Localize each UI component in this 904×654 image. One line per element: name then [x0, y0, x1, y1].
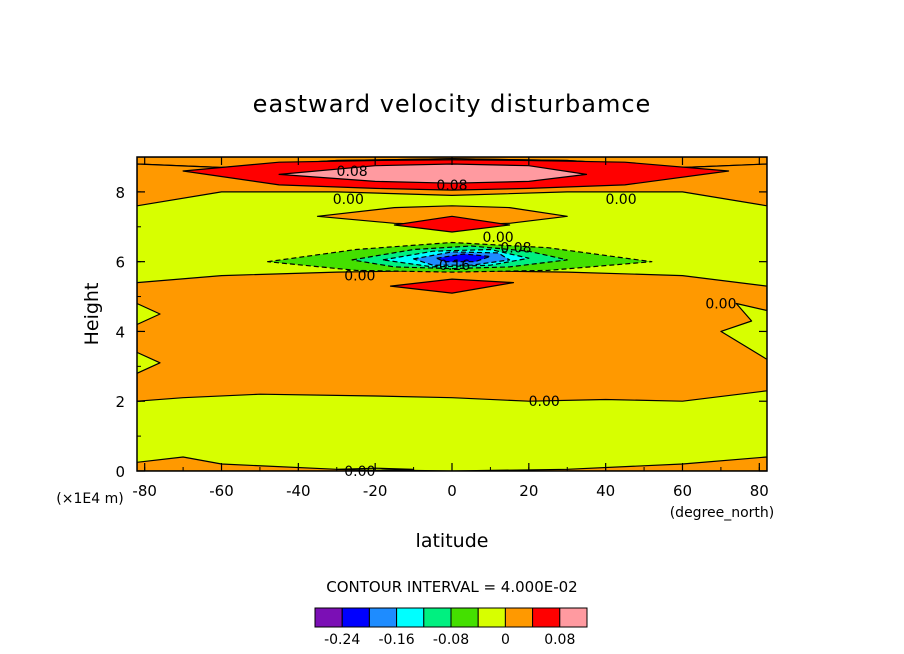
contour-region-7: [389, 278, 515, 294]
x-axis-label: latitude: [416, 530, 489, 552]
contour-region-12: [436, 253, 491, 263]
legend-swatch-2: [368, 607, 398, 628]
y-tick-label-4: 8: [115, 184, 125, 202]
chart-title: eastward velocity disturbamce: [253, 90, 652, 118]
legend-swatch-8: [532, 607, 561, 628]
legend-swatch-7: [504, 607, 534, 628]
y-axis-label: Height: [81, 283, 103, 346]
y-tick-label-2: 4: [115, 323, 125, 341]
contour-region-5: [393, 215, 511, 233]
x-axis: -80 -60 -40 -20 0 20 40 60 80: [132, 157, 769, 500]
y-axis: 0 2 4 6 8: [115, 156, 767, 481]
contour-labels: 0.080.080.00 0.000.00-0.08-0.160.000.000.…: [333, 164, 737, 480]
legend-swatch-4: [423, 607, 452, 628]
legend-swatch-0: [314, 607, 343, 628]
legend-swatch-3: [396, 607, 425, 628]
plot-area: 0.080.080.00 0.000.00-0.08-0.160.000.000.…: [136, 156, 768, 480]
y-unit-label: (×1E4 m): [56, 491, 123, 507]
contour-label-10: 0.00: [344, 464, 375, 480]
contour-label-8: 0.00: [705, 297, 736, 313]
contour-region-6: [137, 269, 767, 402]
color-legend: -0.24 -0.16 -0.08 0 0.08: [314, 607, 588, 648]
x-tick-label-4: 0: [447, 482, 457, 500]
legend-label-9: 0.08: [544, 632, 575, 648]
x-tick-label-3: -20: [363, 482, 388, 500]
y-tick-label-3: 6: [115, 254, 125, 272]
legend-label-1: -0.24: [324, 632, 360, 648]
contour-label-7: 0.00: [344, 269, 375, 285]
contour-label-1: 0.08: [436, 178, 467, 194]
y-tick-label-1: 2: [115, 393, 125, 411]
x-tick-label-6: 40: [596, 482, 615, 500]
legend-swatch-6: [477, 607, 506, 628]
legend-label-7: 0: [501, 632, 510, 648]
x-tick-label-0: -80: [132, 482, 157, 500]
x-tick-label-1: -60: [209, 482, 234, 500]
contour-label-3: 0.00: [605, 192, 636, 208]
x-tick-label-5: 20: [519, 482, 538, 500]
legend-swatch-9: [559, 607, 588, 628]
contour-regions: [137, 157, 767, 471]
x-unit-label: (degree_north): [670, 505, 775, 521]
contour-label-9: 0.00: [529, 394, 560, 410]
x-tick-label-8: 80: [750, 482, 769, 500]
contour-interval-text: CONTOUR INTERVAL = 4.000E-02: [326, 578, 577, 596]
legend-swatch-5: [450, 607, 479, 628]
contour-label-6: -0.16: [434, 258, 470, 274]
contour-label-0: 0.08: [337, 164, 368, 180]
legend-swatch-1: [341, 607, 370, 628]
legend-label-3: -0.16: [378, 632, 414, 648]
y-tick-label-0: 0: [115, 463, 125, 481]
legend-label-5: -0.08: [433, 632, 469, 648]
x-tick-label-2: -40: [286, 482, 311, 500]
x-tick-label-7: 60: [673, 482, 692, 500]
contour-label-2: 0.00: [333, 192, 364, 208]
contour-label-4: 0.00: [483, 230, 514, 246]
contour-label-5: -0.08: [495, 241, 531, 257]
contour-region-3: [278, 163, 588, 184]
